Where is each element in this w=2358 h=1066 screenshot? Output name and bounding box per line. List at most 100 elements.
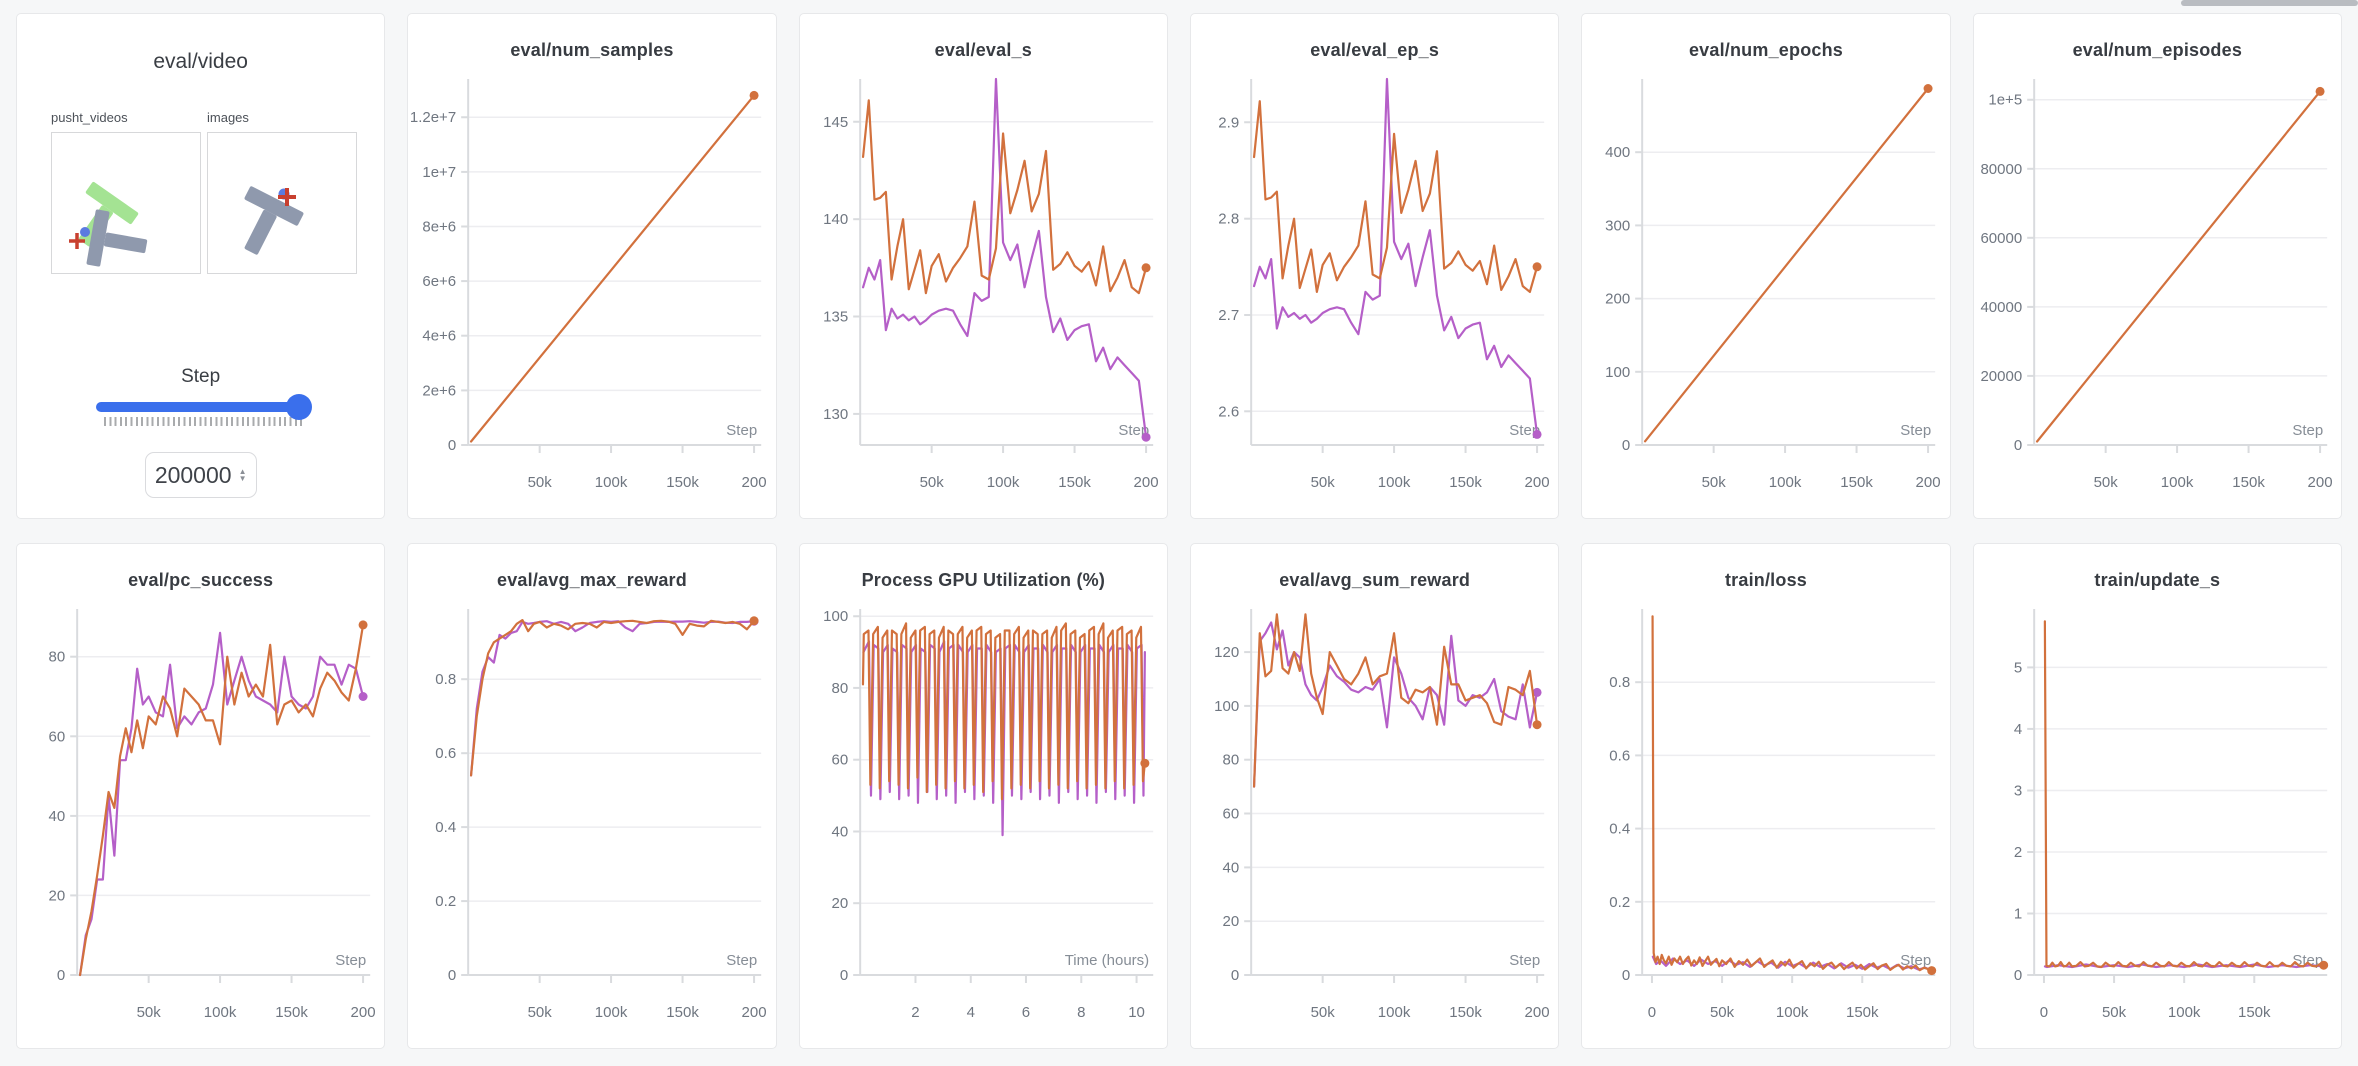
svg-text:200: 200: [1133, 474, 1158, 491]
chart-canvas-eval-pc-success[interactable]: 0 20 40 60 80 50k 100k 150k 200 Step: [17, 597, 384, 1033]
svg-text:140: 140: [823, 211, 848, 228]
pusht-image: [244, 186, 304, 255]
chart-canvas-process-gpu-utilization[interactable]: 0 20 40 60 80 100 2 4 6 8 10 Time (hours): [800, 597, 1167, 1033]
chart-canvas-eval-num-episodes[interactable]: 0 20000 40000 60000 80000 1e+5 50k 100k 150k 200 S…: [1974, 67, 2341, 503]
svg-text:150k: 150k: [2238, 1004, 2271, 1021]
pusht-scene-image: [69, 181, 148, 267]
panel-eval-pc-success[interactable]: eval/pc_success 0 20 40 60 80 50k 100k 150k 200 St…: [16, 543, 386, 1049]
svg-text:50k: 50k: [1311, 474, 1336, 491]
panel-process-gpu-utilization[interactable]: Process GPU Utilization (%) 0 20 40 60 80 100 2…: [798, 543, 1168, 1049]
goal-cross-icon: [69, 233, 85, 249]
goal-cross-icon: [278, 188, 296, 206]
chart-title: eval/num_epochs: [1688, 40, 1844, 60]
slider-tick-ruler: [104, 417, 304, 426]
panel-eval-num-samples[interactable]: eval/num_samples 0 2e+6 4e+6 6e+6 8e+6 1e+7 1.2…: [407, 13, 777, 519]
panel-eval-avg-max-reward[interactable]: eval/avg_max_reward 0 0.2 0.4 0.6 0.8 50k 100k 1…: [407, 543, 777, 1049]
svg-text:100k: 100k: [2168, 1004, 2201, 1021]
chart-canvas-eval-avg-sum-reward[interactable]: 0 20 40 60 80 100 120 50k 100k 150k 200 Step: [1191, 597, 1558, 1033]
svg-text:50k: 50k: [1311, 1004, 1336, 1021]
svg-text:0: 0: [1231, 967, 1239, 984]
svg-text:10: 10: [1128, 1004, 1145, 1021]
svg-text:100k: 100k: [1378, 474, 1411, 491]
svg-text:2.9: 2.9: [1218, 114, 1239, 131]
chart-canvas-eval-num-epochs[interactable]: 0 100 200 300 400 50k 100k 150k 200 Step: [1582, 67, 1949, 503]
svg-text:0.6: 0.6: [1610, 747, 1631, 764]
svg-text:1.2e+7: 1.2e+7: [410, 109, 456, 126]
chart-title: train/loss: [1724, 570, 1807, 590]
svg-text:0.6: 0.6: [436, 745, 457, 762]
svg-text:60000: 60000: [1980, 230, 2022, 247]
svg-text:0.2: 0.2: [1610, 894, 1631, 911]
step-slider-label: Step: [181, 366, 221, 387]
svg-text:80000: 80000: [1980, 161, 2022, 178]
step-value: 200000: [154, 461, 232, 488]
svg-text:100k: 100k: [1769, 474, 1802, 491]
step-number-input[interactable]: 200000 ▲ ▼: [144, 452, 257, 498]
svg-text:150k: 150k: [2232, 474, 2265, 491]
svg-text:2.8: 2.8: [1218, 211, 1239, 228]
svg-text:0: 0: [839, 967, 847, 984]
images-thumbnail[interactable]: [207, 132, 357, 274]
svg-text:2: 2: [911, 1004, 919, 1021]
svg-text:0: 0: [1648, 1004, 1656, 1021]
svg-text:0.4: 0.4: [1610, 821, 1631, 838]
chart-canvas-train-loss[interactable]: 0 0.2 0.4 0.6 0.8 0 50k 100k 150k Step: [1582, 597, 1949, 1033]
chart-canvas-eval-num-samples[interactable]: 0 2e+6 4e+6 6e+6 8e+6 1e+7 1.2e+7 50k 100k 150k 20…: [408, 67, 775, 503]
slider-thumb[interactable]: [286, 394, 312, 420]
svg-text:1e+7: 1e+7: [423, 164, 457, 181]
svg-text:200: 200: [2307, 474, 2332, 491]
svg-text:60: 60: [831, 752, 848, 769]
svg-text:0: 0: [2039, 1004, 2047, 1021]
block-t-shape: [86, 209, 148, 267]
svg-text:100k: 100k: [1378, 1004, 1411, 1021]
svg-text:8e+6: 8e+6: [423, 219, 457, 236]
svg-text:Time (hours): Time (hours): [1064, 952, 1148, 969]
slider-track[interactable]: [96, 402, 306, 412]
svg-text:50k: 50k: [2093, 474, 2118, 491]
panel-eval-video[interactable]: eval/video pusht_videos images: [16, 13, 386, 519]
chart-canvas-eval-eval-s[interactable]: 130 135 140 145 50k 100k 150k 200 Step: [800, 67, 1167, 503]
svg-text:100k: 100k: [204, 1004, 237, 1021]
panel-eval-num-epochs[interactable]: eval/num_epochs 0 100 200 300 400 50k 100k 150k 2…: [1581, 13, 1951, 519]
svg-text:2.7: 2.7: [1218, 307, 1239, 324]
chart-canvas-eval-eval-ep-s[interactable]: 2.6 2.7 2.8 2.9 50k 100k 150k 200 Step: [1191, 67, 1558, 503]
svg-text:50k: 50k: [1702, 474, 1727, 491]
media-label-pusht-videos: pusht_videos: [51, 110, 128, 125]
panel-train-loss[interactable]: train/loss 0 0.2 0.4 0.6 0.8 0 50k 100k 150k Step: [1581, 543, 1951, 1049]
svg-text:150k: 150k: [1449, 1004, 1482, 1021]
svg-text:150k: 150k: [1846, 1004, 1879, 1021]
chart-canvas-eval-avg-max-reward[interactable]: 0 0.2 0.4 0.6 0.8 50k 100k 150k 200 Step: [408, 597, 775, 1033]
panel-eval-eval-s[interactable]: eval/eval_s 130 135 140 145 50k 100k 150k 200 Ste…: [798, 13, 1168, 519]
svg-text:40: 40: [1222, 859, 1239, 876]
svg-text:0.8: 0.8: [436, 671, 457, 688]
panel-eval-avg-sum-reward[interactable]: eval/avg_sum_reward 0 20 40 60 80 100 120 50k 100…: [1190, 543, 1560, 1049]
chart-title: eval/pc_success: [128, 570, 274, 590]
chart-title: eval/avg_max_reward: [497, 570, 687, 590]
svg-text:150k: 150k: [1449, 474, 1482, 491]
pusht-video-thumbnail[interactable]: [51, 132, 201, 274]
svg-text:40: 40: [831, 824, 848, 841]
step-slider[interactable]: [96, 394, 312, 426]
svg-text:60: 60: [48, 728, 65, 745]
panel-eval-eval-ep-s[interactable]: eval/eval_ep_s 2.6 2.7 2.8 2.9 50k 100k 150k 200…: [1190, 13, 1560, 519]
svg-text:0: 0: [448, 967, 456, 984]
svg-text:100k: 100k: [595, 474, 628, 491]
panel-train-update-s[interactable]: train/update_s 0 1 2 3 4 5 0 50k 100k 150k Step: [1972, 543, 2342, 1049]
svg-text:400: 400: [1605, 144, 1630, 161]
panel-eval-num-episodes[interactable]: eval/num_episodes 0 20000 40000 60000 80000 1e…: [1972, 13, 2342, 519]
panel-title: eval/video: [153, 50, 248, 73]
svg-text:40: 40: [48, 808, 65, 825]
svg-text:150k: 150k: [1841, 474, 1874, 491]
svg-text:6e+6: 6e+6: [423, 273, 457, 290]
svg-text:100: 100: [823, 608, 848, 625]
horizontal-scrollbar-thumb[interactable]: [2181, 0, 2358, 6]
stepper-arrows-icon[interactable]: ▲ ▼: [238, 467, 247, 483]
svg-text:50k: 50k: [528, 1004, 553, 1021]
svg-text:80: 80: [48, 649, 65, 666]
svg-text:0: 0: [1622, 437, 1630, 454]
svg-text:60: 60: [1222, 806, 1239, 823]
svg-text:3: 3: [2013, 783, 2021, 800]
svg-text:150k: 150k: [667, 1004, 700, 1021]
